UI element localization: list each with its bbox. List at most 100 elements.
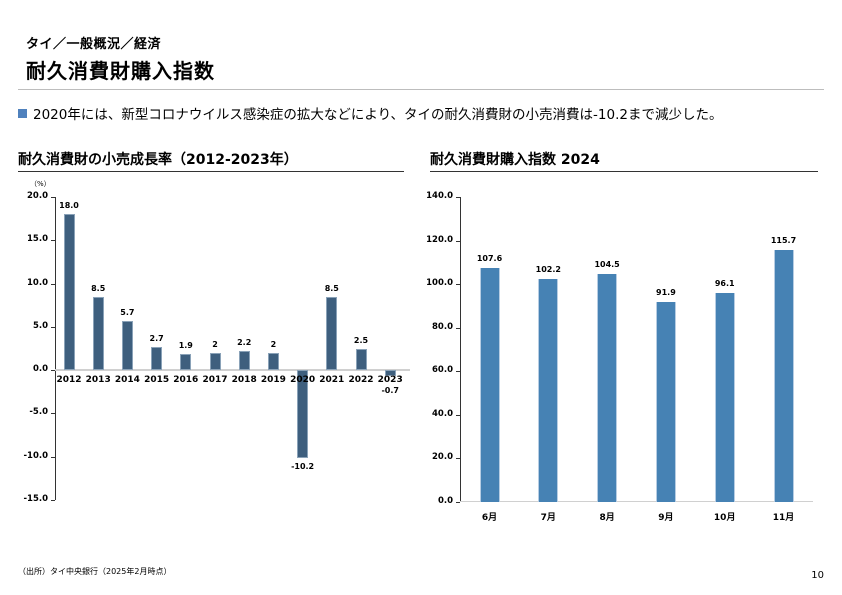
bar bbox=[597, 274, 618, 502]
x-category-label: 2018 bbox=[231, 375, 257, 386]
y-tick-mark bbox=[51, 370, 55, 372]
x-category-label: 11月 bbox=[772, 513, 795, 523]
y-tick-mark bbox=[456, 284, 460, 286]
y-tick-mark bbox=[456, 414, 460, 416]
x-category-label: 8月 bbox=[599, 513, 615, 523]
y-tick-label: -10.0 bbox=[23, 450, 49, 461]
x-category-label: 2017 bbox=[202, 375, 228, 386]
data-label: 2.5 bbox=[353, 335, 369, 345]
y-tick-label: 20.0 bbox=[432, 452, 453, 463]
right-chart-title: 耐久消費財購入指数 2024 bbox=[430, 152, 600, 168]
data-label: 2.7 bbox=[149, 333, 164, 343]
data-label: 2.2 bbox=[237, 338, 252, 348]
x-category-label: 2016 bbox=[173, 375, 199, 386]
bar bbox=[63, 214, 75, 371]
data-label: 91.9 bbox=[656, 287, 676, 297]
bar bbox=[180, 353, 192, 371]
breadcrumb: タイ／一般概況／経済 bbox=[26, 37, 162, 52]
x-category-label: 2014 bbox=[114, 375, 140, 386]
bar bbox=[267, 352, 279, 371]
y-tick-label: 20.0 bbox=[27, 191, 48, 201]
y-axis-line bbox=[55, 197, 56, 500]
zero-baseline bbox=[55, 369, 410, 372]
data-label: 102.2 bbox=[535, 265, 561, 275]
data-label: 2 bbox=[270, 339, 277, 349]
data-label: 1.9 bbox=[178, 340, 193, 350]
bar bbox=[384, 370, 396, 377]
x-category-label: 2021 bbox=[319, 375, 345, 386]
y-tick-mark bbox=[51, 283, 55, 285]
bar bbox=[355, 348, 367, 371]
x-category-label: 2020 bbox=[290, 375, 316, 386]
y-tick-mark bbox=[51, 326, 55, 328]
x-category-label: 2019 bbox=[260, 375, 286, 386]
y-tick-mark bbox=[456, 327, 460, 329]
y-tick-label: -15.0 bbox=[23, 494, 49, 504]
y-tick-mark bbox=[51, 240, 55, 242]
x-category-label: 10月 bbox=[713, 513, 736, 523]
data-label: -10.2 bbox=[291, 462, 315, 472]
data-label: 107.6 bbox=[476, 253, 503, 263]
bar bbox=[151, 346, 163, 371]
y-tick-label: 120.0 bbox=[426, 234, 453, 245]
data-label: -0.7 bbox=[381, 386, 399, 396]
x-category-label: 2012 bbox=[56, 375, 82, 386]
y-tick-mark bbox=[51, 197, 55, 198]
x-category-label: 2013 bbox=[85, 375, 111, 386]
x-category-label: 2022 bbox=[348, 375, 374, 386]
summary-text: 2020年には、新型コロナウイルス感染症の拡大などにより、タイの耐久消費財の小売… bbox=[33, 107, 723, 123]
bar bbox=[538, 279, 559, 502]
y-tick-label: 40.0 bbox=[432, 408, 453, 419]
y-tick-label: 5.0 bbox=[32, 320, 48, 331]
bar bbox=[121, 320, 133, 371]
y-tick-mark bbox=[51, 500, 55, 501]
bar bbox=[92, 296, 104, 371]
x-category-label: 2023 bbox=[377, 375, 403, 386]
x-category-label: 6月 bbox=[481, 513, 498, 523]
page-title: 耐久消費財購入指数 bbox=[26, 59, 215, 83]
bar bbox=[479, 267, 500, 502]
source-note: （出所）タイ中央銀行（2025年2月時点） bbox=[18, 567, 172, 576]
y-tick-mark bbox=[51, 413, 55, 415]
bar bbox=[655, 301, 676, 502]
left-chart-divider bbox=[18, 171, 404, 172]
data-label: 8.5 bbox=[324, 283, 339, 293]
y-tick-label: 10.0 bbox=[27, 277, 48, 288]
bar bbox=[773, 249, 794, 502]
y-tick-label: 100.0 bbox=[426, 278, 453, 289]
summary-line: 2020年には、新型コロナウイルス感染症の拡大などにより、タイの耐久消費財の小売… bbox=[18, 103, 722, 123]
bar bbox=[326, 296, 338, 371]
y-tick-mark bbox=[456, 502, 460, 503]
data-label: 115.7 bbox=[770, 235, 797, 245]
y-tick-label: 15.0 bbox=[27, 234, 48, 245]
title-divider bbox=[18, 89, 824, 90]
data-label: 18.0 bbox=[59, 201, 79, 211]
y-tick-mark bbox=[51, 456, 55, 458]
data-label: 8.5 bbox=[91, 283, 106, 293]
left-chart-title: 耐久消費財の小売成長率（2012-2023年） bbox=[18, 152, 298, 168]
y-tick-mark bbox=[456, 197, 460, 198]
x-category-label: 9月 bbox=[658, 513, 674, 523]
y-tick-label: 0.0 bbox=[437, 496, 453, 506]
y-tick-label: 60.0 bbox=[432, 365, 453, 376]
bar bbox=[714, 292, 735, 502]
data-label: 2 bbox=[212, 339, 218, 349]
bar bbox=[297, 370, 309, 459]
x-category-label: 2015 bbox=[144, 375, 170, 386]
y-axis-line bbox=[460, 197, 461, 502]
data-label: 5.7 bbox=[120, 307, 135, 317]
bar bbox=[209, 352, 221, 371]
x-category-label: 7月 bbox=[540, 513, 556, 523]
y-tick-label: -5.0 bbox=[29, 407, 48, 418]
y-tick-label: 0.0 bbox=[32, 364, 48, 375]
data-label: 104.5 bbox=[594, 260, 620, 270]
y-tick-mark bbox=[456, 458, 460, 460]
right-chart-divider bbox=[430, 171, 818, 172]
bar bbox=[238, 351, 250, 371]
y-tick-label: 80.0 bbox=[432, 321, 453, 332]
y-tick-label: 140.0 bbox=[426, 191, 453, 201]
y-tick-mark bbox=[456, 371, 460, 373]
page-number: 10 bbox=[811, 570, 824, 581]
x-axis-baseline bbox=[460, 501, 813, 502]
square-bullet-icon bbox=[18, 108, 27, 118]
